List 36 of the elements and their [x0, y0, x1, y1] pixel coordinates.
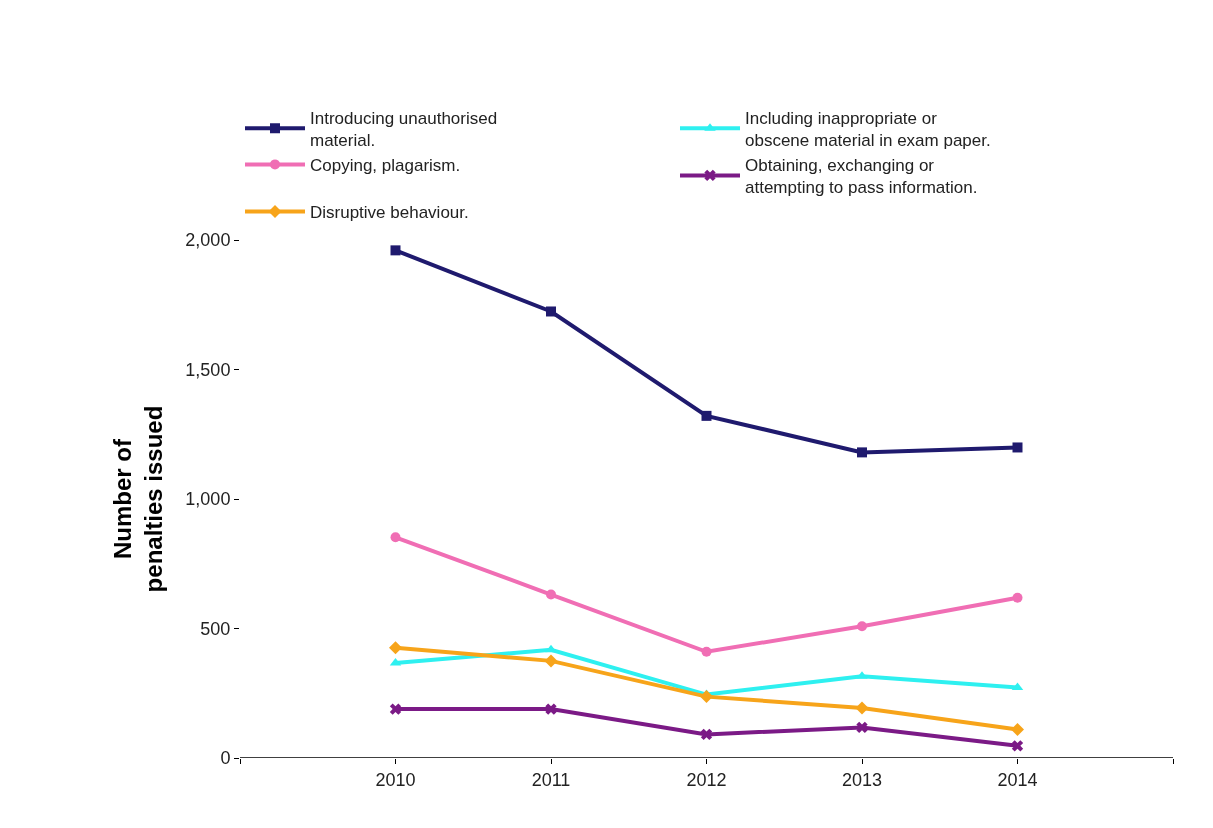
legend-label: Obtaining, exchanging or attempting to pass information. [745, 156, 978, 198]
point [544, 654, 558, 668]
point [700, 728, 713, 741]
point [1012, 442, 1023, 453]
x-tick-label: 2010 [375, 769, 416, 790]
x-tick-label: 2011 [531, 769, 571, 790]
point [546, 306, 556, 317]
point [701, 646, 712, 657]
point [856, 721, 868, 734]
y-tick-label: 1,500 [185, 359, 231, 380]
legend-label: Introducing unauthorised material. [310, 108, 498, 150]
point [857, 447, 867, 458]
point [1012, 592, 1023, 603]
y-tick-label: 0 [220, 748, 231, 769]
point [545, 703, 557, 715]
x-tick-label: 2014 [997, 769, 1038, 790]
point [700, 690, 713, 704]
point [1011, 740, 1024, 752]
y-tick-label: 2,000 [185, 230, 231, 251]
point [701, 410, 712, 421]
point [389, 703, 402, 715]
y-tick-label: 1,000 [185, 489, 231, 510]
point [390, 532, 401, 543]
x-tick-label: 2012 [686, 769, 727, 790]
legend-label: Including inappropriate or obscene material in exam paper. [745, 108, 991, 150]
point [855, 701, 869, 715]
point [389, 641, 402, 655]
point [857, 621, 867, 632]
y-axis-title: Number of penalties issued [109, 405, 168, 593]
y-tick-label: 500 [200, 618, 231, 639]
x-tick-label: 2013 [841, 769, 883, 790]
point [1011, 723, 1024, 737]
point [546, 589, 556, 600]
legend-label: Disruptive behaviour. [310, 203, 469, 223]
legend-label: Copying, plagarism. [310, 156, 461, 176]
point [390, 245, 401, 256]
